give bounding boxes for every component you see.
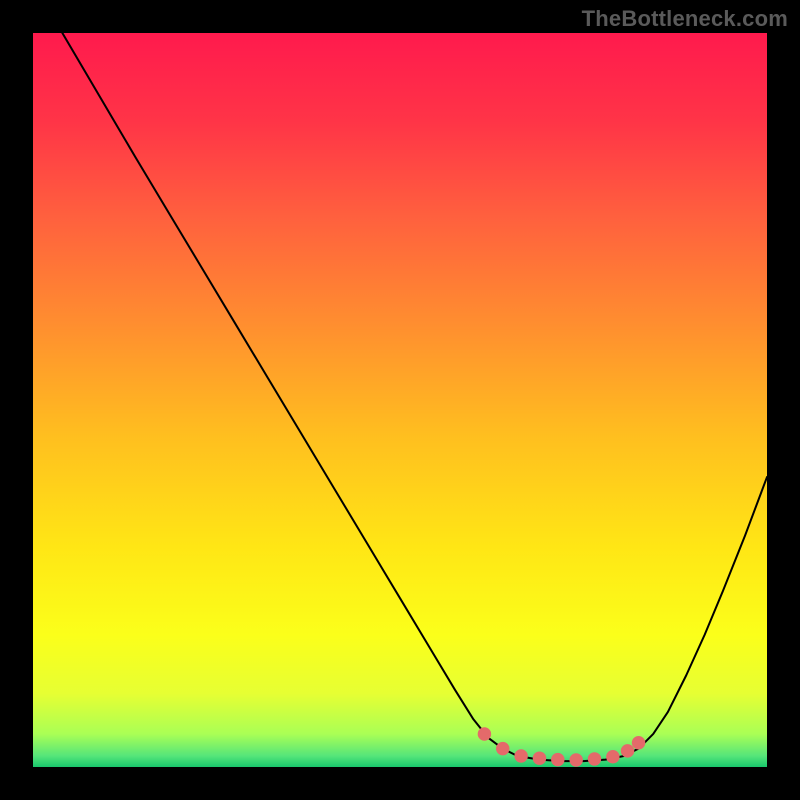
curve-marker: [621, 745, 633, 757]
curve-marker: [570, 754, 582, 766]
curve-marker: [607, 750, 619, 762]
curve-marker: [533, 752, 545, 764]
curve-marker: [552, 753, 564, 765]
plot-area: [33, 33, 767, 767]
chart-frame: TheBottleneck.com: [0, 0, 800, 800]
gradient-background: [33, 33, 767, 767]
curve-marker: [588, 753, 600, 765]
curve-marker: [632, 737, 644, 749]
curve-marker: [497, 742, 509, 754]
curve-marker: [478, 728, 490, 740]
curve-marker: [515, 750, 527, 762]
watermark-label: TheBottleneck.com: [582, 6, 788, 32]
plot-svg: [33, 33, 767, 767]
